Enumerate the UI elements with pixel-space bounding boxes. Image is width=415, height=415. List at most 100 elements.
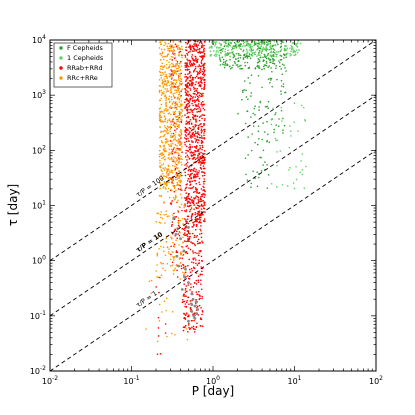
data-point bbox=[271, 85, 274, 88]
data-point bbox=[167, 119, 169, 122]
data-point bbox=[193, 90, 196, 93]
data-point bbox=[252, 112, 255, 115]
data-point bbox=[195, 182, 198, 185]
data-point bbox=[196, 192, 198, 194]
data-point bbox=[189, 271, 192, 274]
data-point bbox=[263, 64, 266, 66]
data-point bbox=[247, 77, 250, 79]
data-point bbox=[179, 147, 182, 150]
data-point bbox=[179, 278, 182, 280]
data-point bbox=[196, 157, 198, 160]
data-point bbox=[227, 46, 229, 48]
data-point bbox=[200, 225, 202, 227]
data-point bbox=[257, 54, 260, 56]
data-point bbox=[232, 64, 234, 67]
data-point bbox=[200, 188, 203, 190]
data-point bbox=[283, 124, 286, 127]
data-point bbox=[289, 130, 292, 132]
data-point bbox=[235, 43, 237, 46]
data-point bbox=[213, 41, 216, 43]
data-point bbox=[226, 63, 229, 66]
data-point bbox=[280, 85, 283, 87]
data-point bbox=[258, 60, 261, 63]
data-point bbox=[199, 148, 201, 150]
data-point bbox=[167, 190, 169, 193]
data-point bbox=[197, 131, 199, 133]
data-point bbox=[252, 125, 255, 127]
data-point bbox=[214, 43, 217, 46]
data-point bbox=[258, 138, 260, 140]
data-point bbox=[181, 158, 183, 161]
data-point bbox=[203, 114, 206, 117]
data-point bbox=[196, 111, 198, 113]
data-point bbox=[261, 86, 263, 89]
data-point bbox=[164, 88, 167, 90]
data-point bbox=[256, 55, 258, 57]
data-point bbox=[272, 62, 275, 65]
data-point bbox=[276, 164, 278, 167]
data-point bbox=[168, 148, 171, 151]
data-point bbox=[180, 104, 183, 107]
data-point bbox=[221, 48, 224, 51]
data-point bbox=[164, 332, 167, 334]
data-point bbox=[202, 107, 205, 110]
data-point bbox=[263, 48, 266, 50]
data-point bbox=[188, 148, 191, 151]
data-point bbox=[166, 335, 168, 338]
data-point bbox=[190, 168, 193, 171]
data-point bbox=[193, 133, 196, 136]
data-point bbox=[197, 204, 200, 207]
data-point bbox=[233, 60, 236, 63]
data-point bbox=[188, 157, 191, 160]
data-point bbox=[200, 78, 202, 80]
data-point bbox=[166, 125, 169, 128]
data-point bbox=[174, 89, 176, 91]
data-point bbox=[189, 61, 191, 64]
data-point bbox=[195, 262, 197, 265]
data-point bbox=[191, 201, 194, 204]
data-point bbox=[189, 89, 192, 91]
data-point bbox=[177, 134, 180, 136]
data-point bbox=[187, 177, 190, 180]
data-point bbox=[198, 250, 201, 252]
data-point bbox=[195, 259, 197, 261]
data-point bbox=[161, 217, 164, 220]
data-point bbox=[256, 171, 259, 173]
data-point bbox=[177, 217, 180, 219]
data-point bbox=[227, 49, 229, 52]
data-point bbox=[160, 103, 163, 106]
data-point bbox=[256, 143, 259, 146]
data-point bbox=[161, 79, 164, 81]
data-point bbox=[174, 267, 176, 270]
data-point bbox=[247, 154, 249, 156]
data-point bbox=[192, 225, 194, 228]
data-point bbox=[158, 194, 161, 197]
data-point bbox=[185, 138, 188, 141]
data-point bbox=[194, 158, 197, 161]
data-point bbox=[170, 86, 172, 89]
data-point bbox=[257, 46, 260, 49]
data-point bbox=[176, 144, 178, 147]
data-point bbox=[165, 297, 168, 299]
data-point bbox=[157, 335, 160, 337]
data-point bbox=[193, 281, 196, 284]
data-point bbox=[156, 252, 159, 255]
gray-data-point bbox=[180, 288, 184, 291]
data-point bbox=[209, 50, 212, 53]
data-point bbox=[264, 105, 267, 108]
data-point bbox=[179, 75, 181, 77]
data-point bbox=[195, 49, 197, 51]
data-point bbox=[170, 44, 172, 46]
data-point bbox=[194, 218, 196, 221]
data-point bbox=[189, 170, 192, 173]
data-point bbox=[254, 141, 256, 144]
data-point bbox=[169, 130, 171, 133]
data-point bbox=[202, 100, 204, 103]
data-point bbox=[219, 60, 222, 62]
data-point bbox=[253, 41, 256, 43]
data-point bbox=[196, 252, 198, 255]
data-point bbox=[171, 150, 174, 152]
data-point bbox=[190, 74, 192, 77]
data-point bbox=[196, 105, 198, 107]
data-point bbox=[265, 60, 268, 63]
